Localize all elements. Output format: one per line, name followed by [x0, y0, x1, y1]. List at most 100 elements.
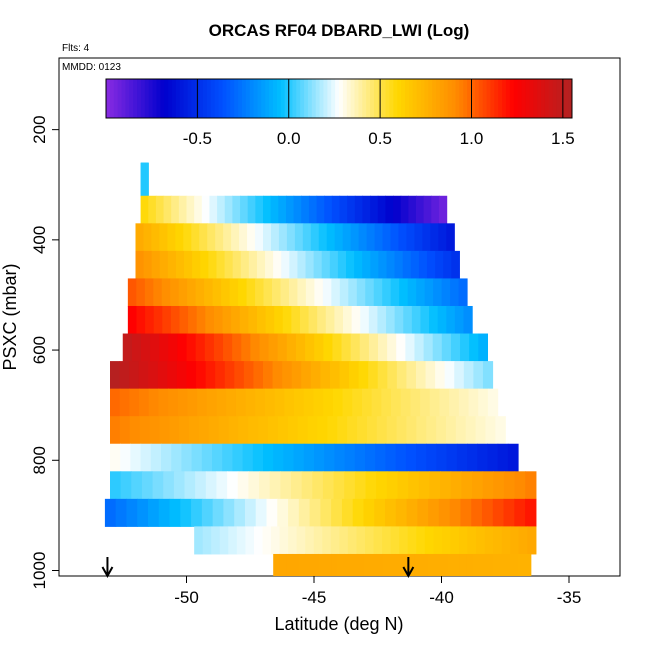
heat-cell [449, 498, 462, 527]
heat-cell [282, 305, 292, 335]
heat-cell [458, 526, 469, 555]
heat-cell [447, 553, 455, 576]
x-tick-label: -50 [174, 588, 199, 607]
heat-cell [406, 361, 417, 390]
heat-cell [439, 388, 450, 417]
heat-cell [122, 333, 133, 362]
heat-cell [370, 250, 379, 279]
heat-cell [366, 223, 376, 252]
heat-cell [323, 388, 334, 417]
colorbar-cell [342, 79, 348, 118]
heat-cell [420, 388, 431, 417]
heat-cell [376, 471, 388, 500]
heat-cell [135, 223, 145, 252]
heat-cell [291, 305, 301, 335]
heat-cell [329, 361, 341, 390]
heat-cell [305, 553, 313, 576]
heat-cell [169, 416, 180, 445]
heat-cell [463, 305, 473, 335]
heat-cell [369, 553, 377, 576]
heat-cell [255, 498, 268, 527]
heat-cell [272, 361, 283, 390]
heat-cell [469, 333, 479, 362]
heat-cell [416, 195, 425, 224]
heat-cell [313, 526, 323, 555]
heat-cell [438, 195, 448, 224]
heat-cell [252, 443, 264, 472]
heat-cell [301, 195, 310, 224]
heat-cell [171, 443, 182, 472]
colorbar-cell [183, 79, 189, 118]
heat-cell [144, 278, 154, 307]
heat-cell [232, 333, 242, 362]
heat-cell [430, 223, 439, 252]
heat-cell [329, 250, 339, 279]
heat-cell [410, 250, 420, 279]
heat-cell [478, 333, 488, 362]
colorbar-cell [234, 79, 239, 118]
colorbar-cell [556, 79, 561, 118]
heat-cell [332, 388, 344, 417]
heat-cell [148, 361, 159, 390]
colorbar-cell [354, 79, 359, 118]
heat-cell [191, 498, 203, 527]
colorbar-cell [164, 79, 169, 118]
heat-cell [181, 443, 193, 472]
heat-cell [177, 388, 189, 417]
heat-cell [382, 526, 392, 555]
heat-cell [143, 250, 153, 279]
heat-cell [371, 388, 382, 417]
heat-cell [271, 278, 282, 307]
colorbar-cell [552, 79, 557, 118]
colorbar-cell [451, 79, 456, 118]
colorbar-cell [148, 79, 154, 118]
heat-cell [440, 471, 452, 500]
colorbar-cell [137, 79, 142, 118]
heat-cell [186, 333, 197, 362]
colorbar-cell [109, 79, 115, 118]
heat-cell [212, 498, 225, 527]
colorbar-cell [191, 79, 196, 118]
heat-cell [375, 443, 386, 472]
heat-cell [161, 443, 172, 472]
heat-cell [241, 333, 251, 362]
colorbar-cell [362, 79, 367, 118]
heat-cell [197, 388, 208, 417]
colorbar-cell [350, 79, 356, 118]
heat-cell [295, 333, 306, 362]
colorbar-cell [257, 79, 262, 118]
heat-cell [416, 361, 427, 390]
heat-cell [395, 498, 408, 527]
heat-cell [178, 278, 188, 307]
heat-cell [343, 305, 353, 335]
heat-cell [270, 223, 280, 252]
heat-cell [234, 498, 246, 527]
heat-cell [426, 250, 436, 279]
colorbar-cell [397, 79, 402, 118]
heat-cell [176, 361, 188, 390]
heat-cell [451, 250, 460, 279]
heat-cell [320, 498, 332, 527]
heat-cell [344, 443, 356, 472]
heat-cell [344, 471, 356, 500]
heat-cell [265, 305, 275, 335]
heat-cell [192, 250, 201, 279]
heat-cell [351, 305, 361, 335]
heat-cell [104, 498, 117, 527]
colorbar-cell [455, 79, 460, 118]
heat-cell [211, 526, 221, 555]
colorbar-cell [179, 79, 185, 118]
heat-cell [354, 443, 366, 472]
heat-cell [332, 333, 343, 362]
heat-cell [247, 223, 256, 252]
heat-cell [479, 553, 487, 576]
heat-cell [362, 250, 371, 279]
heat-cell [277, 416, 289, 445]
colorbar-cell [416, 79, 422, 118]
heat-cell [145, 305, 155, 335]
heat-cell [387, 333, 397, 362]
heat-cell [242, 443, 254, 472]
heat-cell [250, 333, 261, 362]
colorbar-cell [265, 79, 270, 118]
heat-cell [273, 443, 284, 472]
